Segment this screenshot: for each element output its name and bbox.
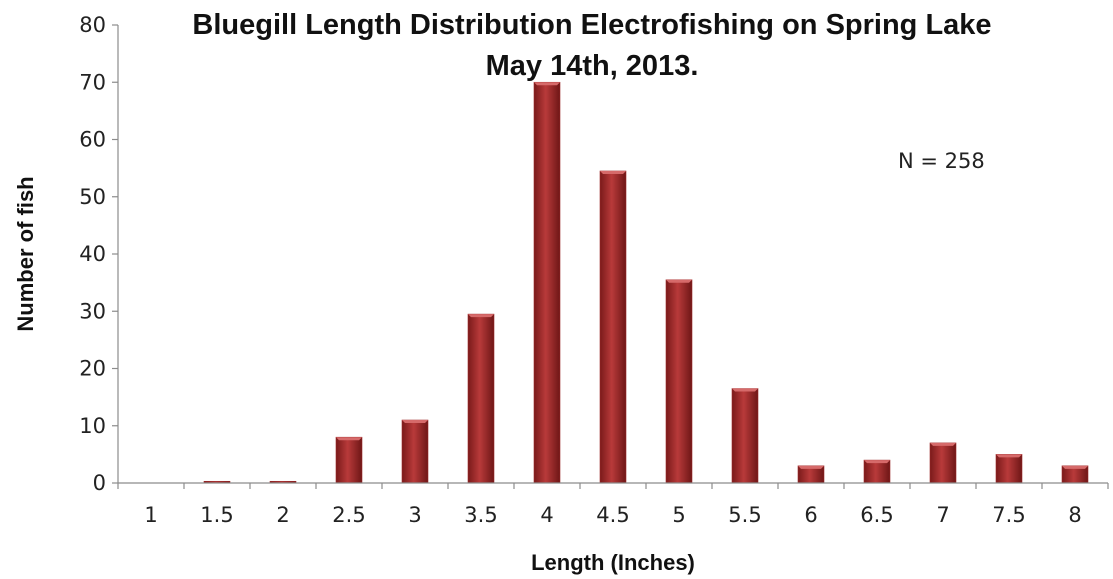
x-tick-label: 3.5: [464, 503, 497, 527]
y-tick-label: 40: [79, 242, 106, 266]
x-tick-label: 2.5: [332, 503, 365, 527]
y-tick-label: 80: [79, 13, 106, 37]
x-tick-label: 5.5: [728, 503, 761, 527]
x-tick-label: 8: [1068, 503, 1081, 527]
y-tick-label: 70: [79, 70, 106, 94]
bar-cap-4.5: [600, 170, 626, 174]
bar-cap-7.5: [996, 454, 1022, 458]
bar-5: [665, 279, 693, 484]
bar-7: [929, 442, 957, 484]
y-tick-label: 60: [79, 128, 106, 152]
x-tick-label: 6: [804, 503, 817, 527]
bar-5.5: [731, 388, 759, 484]
x-axis-ticks: 1 1.5 2 2.5 3 3.5 4 4.5 5 5.5 6 6.5 7 7.5 8: [117, 483, 1109, 527]
bar-cap-5: [666, 279, 692, 283]
bar-2.5: [335, 436, 363, 484]
chart-title: Bluegill Length Distribution Electrofish…: [192, 9, 991, 41]
y-axis-ticks: 0 10 20 30 40 50 60 70 80: [79, 13, 118, 495]
bar-cap-7: [930, 442, 956, 446]
bar-3: [401, 419, 429, 484]
x-tick-label: 1: [144, 503, 157, 527]
x-tick-label: 7: [936, 503, 949, 527]
bar-cap-3: [402, 420, 428, 424]
bar-7.5: [995, 454, 1023, 484]
y-tick-label: 10: [79, 414, 106, 438]
bar-cap-6: [798, 465, 824, 469]
bar-cap-3.5: [468, 314, 494, 318]
bar-4.5: [599, 170, 627, 484]
x-tick-label: 3: [408, 503, 421, 527]
bar-cap-5.5: [732, 388, 758, 392]
y-tick-label: 50: [79, 185, 106, 209]
x-tick-label: 4.5: [596, 503, 629, 527]
bar-cap-8: [1062, 465, 1088, 469]
x-tick-label: 5: [672, 503, 685, 527]
bar-3.5: [467, 313, 495, 484]
bar-4: [533, 81, 561, 484]
bar-6.5: [863, 459, 891, 484]
chart-subtitle: May 14th, 2013.: [486, 50, 699, 82]
bar-cap-6.5: [864, 460, 890, 464]
x-tick-label: 7.5: [992, 503, 1025, 527]
sample-size-annotation: N = 258: [898, 149, 985, 173]
y-tick-label: 20: [79, 357, 106, 381]
x-tick-label: 1.5: [200, 503, 233, 527]
bar-cap-4: [534, 82, 560, 86]
x-tick-label: 2: [276, 503, 289, 527]
y-tick-label: 30: [79, 299, 106, 323]
bar-cap-2.5: [336, 437, 362, 441]
x-tick-label: 4: [540, 503, 553, 527]
y-axis-label: Number of fish: [13, 176, 38, 331]
bars: [203, 81, 1089, 484]
y-tick-label: 0: [93, 471, 106, 495]
x-axis-label: Length (Inches): [531, 550, 695, 575]
x-tick-label: 6.5: [860, 503, 893, 527]
